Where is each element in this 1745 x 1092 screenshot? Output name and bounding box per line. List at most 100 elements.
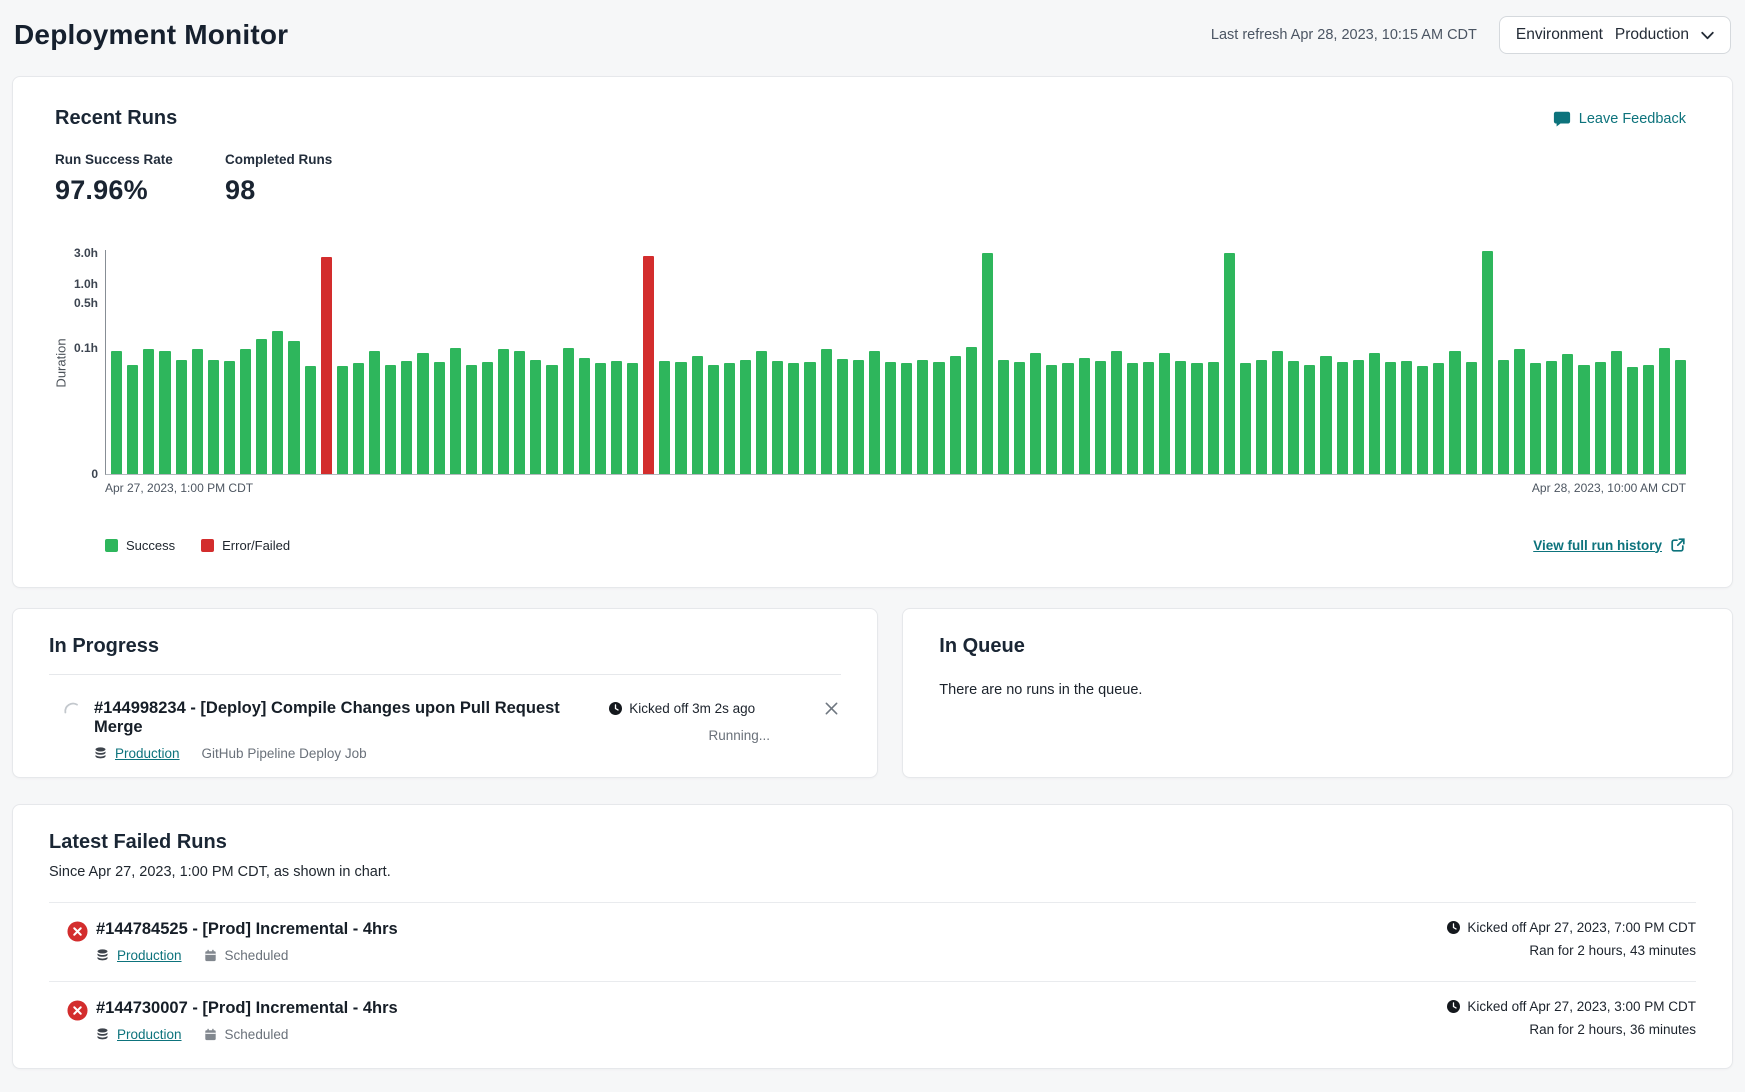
chart-bar[interactable]: [1240, 363, 1251, 474]
chart-bar[interactable]: [1208, 362, 1219, 474]
chart-bar[interactable]: [804, 362, 815, 474]
chart-bar[interactable]: [788, 363, 799, 474]
chart-bar[interactable]: [1111, 351, 1122, 474]
chart-bar[interactable]: [869, 351, 880, 474]
chart-bar[interactable]: [627, 363, 638, 474]
chart-bar[interactable]: [1062, 363, 1073, 474]
chart-bar[interactable]: [401, 361, 412, 474]
chart-bar[interactable]: [933, 362, 944, 474]
environment-dropdown[interactable]: Environment Production: [1499, 16, 1731, 54]
chart-bar[interactable]: [643, 256, 654, 474]
chart-bar[interactable]: [1530, 363, 1541, 474]
chart-bar[interactable]: [1353, 360, 1364, 474]
chart-bar[interactable]: [224, 361, 235, 474]
chart-bar[interactable]: [143, 349, 154, 474]
chart-bar[interactable]: [288, 341, 299, 474]
chart-bar[interactable]: [998, 360, 1009, 474]
chart-bar[interactable]: [1482, 251, 1493, 474]
chart-bar[interactable]: [675, 362, 686, 474]
chart-bar[interactable]: [272, 331, 283, 474]
chart-bar[interactable]: [530, 360, 541, 474]
chart-bar[interactable]: [127, 365, 138, 474]
chart-bar[interactable]: [450, 348, 461, 474]
chart-bar[interactable]: [708, 365, 719, 474]
chart-bar[interactable]: [240, 349, 251, 474]
chart-bar[interactable]: [1046, 365, 1057, 474]
chart-bar[interactable]: [1014, 362, 1025, 474]
chart-bar[interactable]: [1417, 366, 1428, 474]
chart-bar[interactable]: [1675, 360, 1686, 474]
chart-bar[interactable]: [901, 363, 912, 474]
chart-bar[interactable]: [1320, 356, 1331, 474]
chart-bar[interactable]: [1659, 348, 1670, 474]
chart-bar[interactable]: [885, 362, 896, 474]
chart-bar[interactable]: [498, 349, 509, 474]
chart-bar[interactable]: [1127, 363, 1138, 474]
chart-bar[interactable]: [1304, 365, 1315, 474]
chart-bar[interactable]: [385, 365, 396, 474]
chart-bar[interactable]: [853, 360, 864, 474]
chart-bar[interactable]: [1627, 367, 1638, 474]
chart-bar[interactable]: [917, 360, 928, 474]
chart-bar[interactable]: [772, 361, 783, 474]
chart-bar[interactable]: [305, 366, 316, 474]
chart-bar[interactable]: [1272, 351, 1283, 474]
chart-bar[interactable]: [514, 351, 525, 474]
production-link[interactable]: Production: [117, 948, 182, 963]
chart-bar[interactable]: [1385, 362, 1396, 474]
chart-bar[interactable]: [1643, 365, 1654, 474]
leave-feedback-link[interactable]: Leave Feedback: [1553, 110, 1686, 128]
chart-bar[interactable]: [1611, 351, 1622, 474]
chart-bar[interactable]: [1224, 253, 1235, 474]
chart-bar[interactable]: [159, 351, 170, 474]
chart-bar[interactable]: [982, 253, 993, 474]
chart-bar[interactable]: [337, 366, 348, 474]
chart-bar[interactable]: [466, 365, 477, 474]
chart-bar[interactable]: [1546, 361, 1557, 474]
close-icon[interactable]: [822, 699, 841, 718]
chart-bar[interactable]: [595, 363, 606, 474]
chart-bar[interactable]: [1514, 349, 1525, 474]
chart-bar[interactable]: [1498, 360, 1509, 474]
chart-bar[interactable]: [1595, 362, 1606, 474]
chart-bar[interactable]: [417, 353, 428, 474]
chart-bar[interactable]: [1562, 354, 1573, 474]
chart-bar[interactable]: [1449, 351, 1460, 474]
chart-bar[interactable]: [692, 356, 703, 474]
production-link[interactable]: Production: [117, 1027, 182, 1042]
chart-bar[interactable]: [1159, 353, 1170, 474]
chart-bar[interactable]: [1256, 360, 1267, 474]
chart-bar[interactable]: [1337, 362, 1348, 474]
chart-bar[interactable]: [724, 363, 735, 474]
chart-bar[interactable]: [966, 347, 977, 474]
chart-bar[interactable]: [369, 351, 380, 474]
production-link[interactable]: Production: [115, 746, 180, 761]
chart-bar[interactable]: [756, 351, 767, 474]
chart-bar[interactable]: [579, 358, 590, 474]
chart-bar[interactable]: [434, 362, 445, 474]
chart-bar[interactable]: [208, 360, 219, 474]
chart-bar[interactable]: [1191, 363, 1202, 474]
chart-bar[interactable]: [1578, 365, 1589, 474]
chart-bar[interactable]: [1175, 361, 1186, 474]
chart-bar[interactable]: [1095, 361, 1106, 474]
chart-bar[interactable]: [821, 349, 832, 474]
chart-bar[interactable]: [353, 363, 364, 474]
chart-bar[interactable]: [1030, 353, 1041, 474]
chart-bar[interactable]: [546, 365, 557, 474]
chart-bar[interactable]: [740, 360, 751, 474]
chart-bar[interactable]: [950, 356, 961, 474]
chart-bar[interactable]: [111, 351, 122, 474]
chart-bar[interactable]: [1143, 362, 1154, 474]
chart-bar[interactable]: [321, 257, 332, 474]
chart-bar[interactable]: [611, 361, 622, 474]
chart-bar[interactable]: [256, 339, 267, 474]
chart-bar[interactable]: [482, 362, 493, 474]
view-full-run-history-link[interactable]: View full run history: [1533, 537, 1686, 553]
chart-bar[interactable]: [1079, 358, 1090, 474]
chart-bar[interactable]: [192, 349, 203, 474]
chart-bar[interactable]: [837, 359, 848, 474]
chart-bar[interactable]: [1369, 353, 1380, 474]
chart-bar[interactable]: [1466, 362, 1477, 474]
chart-bar[interactable]: [563, 348, 574, 474]
